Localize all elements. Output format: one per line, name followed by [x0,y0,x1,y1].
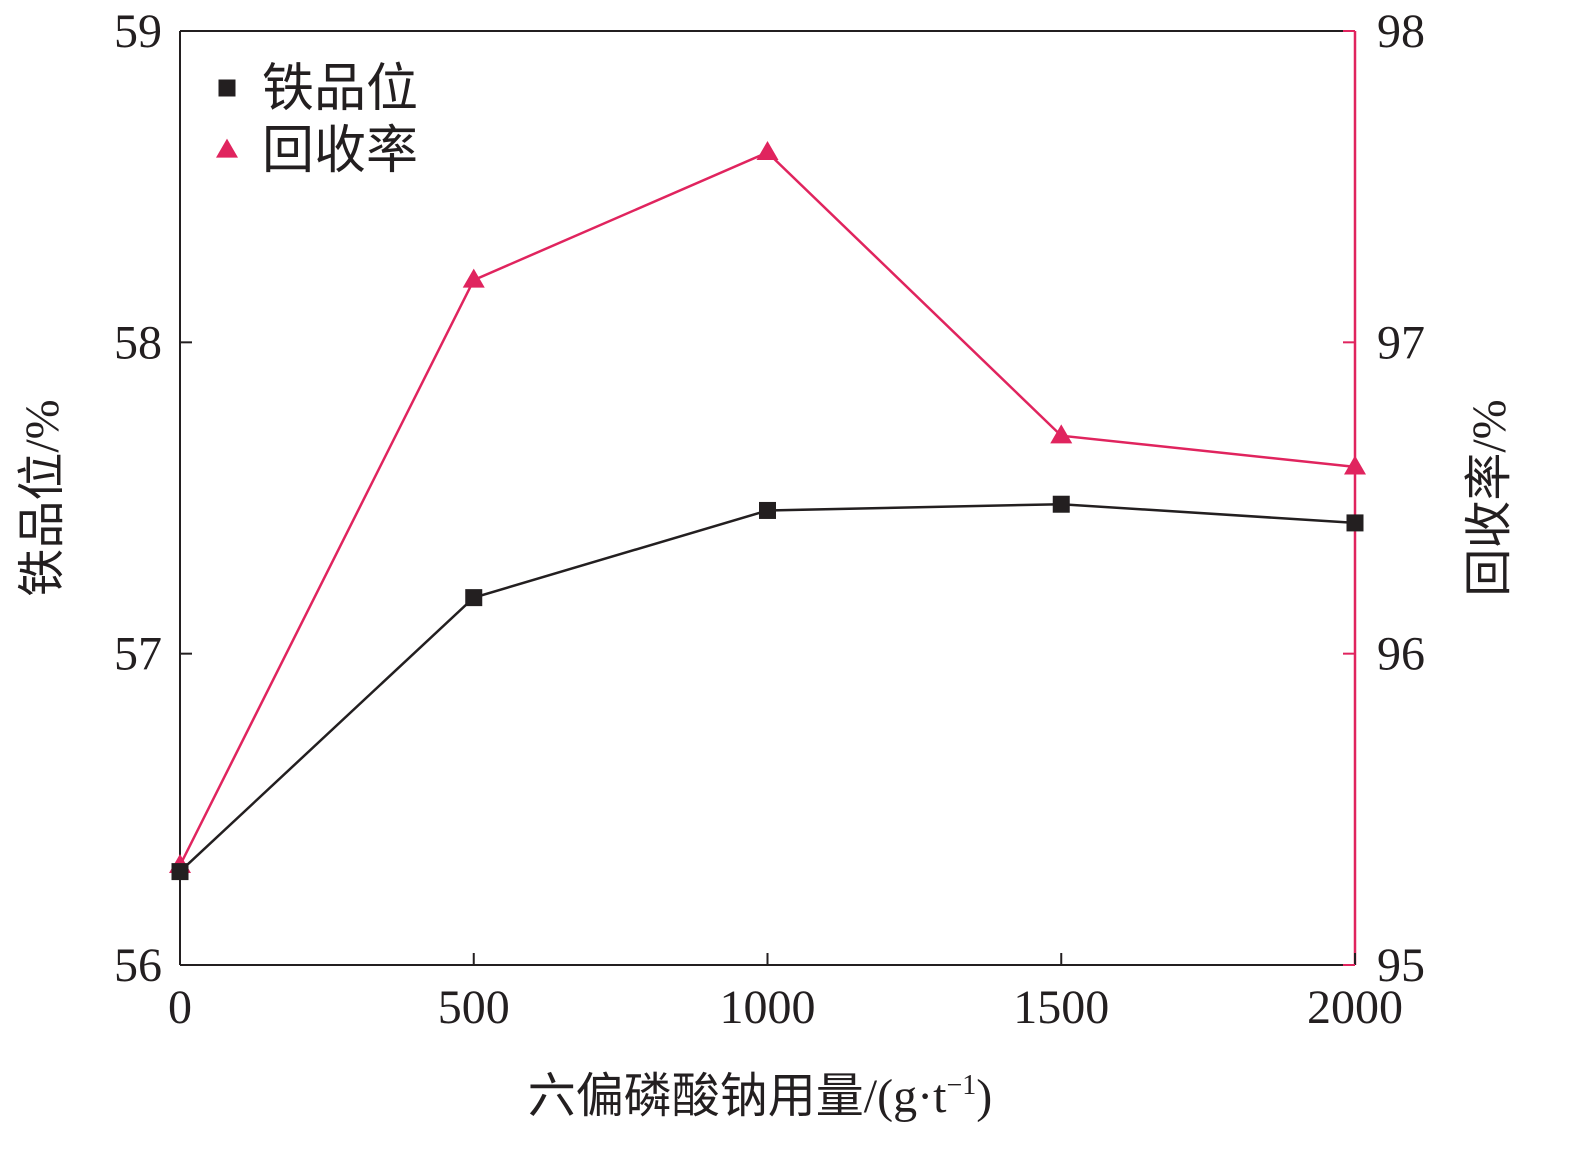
x-axis-label-close: ) [976,1070,992,1123]
data-point [1050,424,1073,444]
data-point [1344,455,1366,475]
series-iron-grade [171,495,1364,881]
x-axis-label-sup: −1 [946,1070,976,1101]
legend-label: 回收率 [262,123,418,180]
y-axis-right: 95 96 97 98 [1343,5,1425,992]
x-tick-label: 0 [168,981,192,1034]
data-point [1052,495,1070,513]
y2-tick-label: 98 [1377,5,1425,58]
plot-frame [179,30,1357,966]
y-tick-label: 56 [114,939,162,992]
legend-triangle-icon [216,138,238,158]
y-axis-right-label: 回收率/% [1463,399,1516,596]
y-tick-label: 57 [114,628,162,681]
x-axis-label-main: 六偏磷酸钠用量/(g·t [528,1070,947,1123]
data-point [462,268,485,288]
y-tick-label: 58 [114,316,162,369]
legend-item: 回收率 [216,123,418,180]
y2-tick-label: 97 [1377,316,1425,369]
x-tick-label: 2000 [1307,981,1403,1034]
y2-tick-label: 96 [1377,628,1425,681]
legend-label: 铁品位 [262,61,418,118]
data-point [1346,514,1364,532]
legend-square-icon [218,79,236,97]
y-tick-label: 59 [114,5,162,58]
data-point [171,863,189,881]
data-point [756,141,779,161]
x-tick-label: 1500 [1013,981,1109,1034]
x-axis-label: 六偏磷酸钠用量/(g·t−1) [528,1070,992,1123]
data-point [465,589,483,607]
x-tick-label: 500 [438,981,510,1034]
x-tick-label: 1000 [720,981,816,1034]
legend-item: 铁品位 [218,61,418,118]
data-point [759,501,776,519]
y2-tick-label: 95 [1377,939,1425,992]
series-line [179,502,1356,873]
y-axis-left: 56 57 58 59 [114,5,192,992]
x-axis: 0 500 1000 1500 2000 [168,953,1403,1034]
y-axis-left-label: 铁品位/% [16,399,69,596]
series-layer [169,141,1366,881]
